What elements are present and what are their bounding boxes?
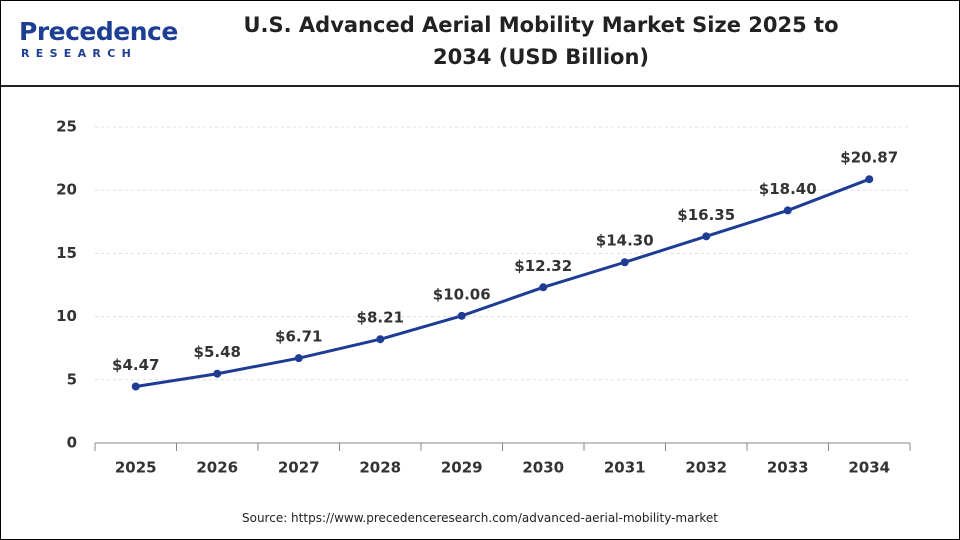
y-tick-label: 0: [67, 434, 77, 452]
data-label: $6.71: [275, 328, 322, 346]
chart-title: U.S. Advanced Aerial Mobility Market Siz…: [243, 13, 839, 69]
data-label: $12.32: [514, 257, 572, 275]
brand-logo: Precedence: [19, 17, 178, 46]
point: [213, 369, 222, 378]
y-tick-label: 5: [67, 370, 77, 388]
point: [539, 283, 548, 292]
source-note: Source: https://www.precedenceresearch.c…: [241, 511, 719, 525]
point: [620, 258, 629, 267]
x-tick-label: 2033: [767, 459, 809, 477]
point: [457, 311, 466, 320]
point: [865, 175, 874, 184]
point: [376, 335, 385, 344]
x-tick-label: 2032: [685, 459, 727, 477]
x-tick-label: 2030: [522, 459, 564, 477]
point: [783, 206, 792, 215]
brand-tagline: RESEARCH: [21, 47, 138, 60]
line: [135, 177, 870, 388]
x-tick-label: 2031: [604, 459, 646, 477]
data-label: $20.87: [840, 149, 898, 167]
x-tick-label: 2026: [196, 459, 238, 477]
data-label: $14.30: [596, 232, 654, 250]
y-tick-label: 10: [56, 307, 77, 325]
x-tick-label: 2025: [115, 459, 157, 477]
point: [702, 232, 711, 241]
data-label: $10.06: [433, 285, 491, 303]
data-label: $5.48: [194, 343, 241, 361]
point: [131, 382, 140, 391]
point: [294, 354, 303, 363]
y-tick-label: 20: [56, 181, 77, 199]
data-label: $16.35: [677, 206, 735, 224]
x-tick-label: 2029: [441, 459, 483, 477]
x-tick-label: 2028: [359, 459, 401, 477]
data-label: $8.21: [357, 309, 404, 327]
x-tick-label: 2027: [278, 459, 320, 477]
y-tick-label: 25: [56, 118, 77, 136]
x-tick-label: 2034: [848, 459, 890, 477]
y-tick-label: 15: [56, 244, 77, 262]
data-label: $4.47: [112, 356, 159, 374]
header-rule: [1, 85, 959, 87]
data-label: $18.40: [759, 180, 817, 198]
